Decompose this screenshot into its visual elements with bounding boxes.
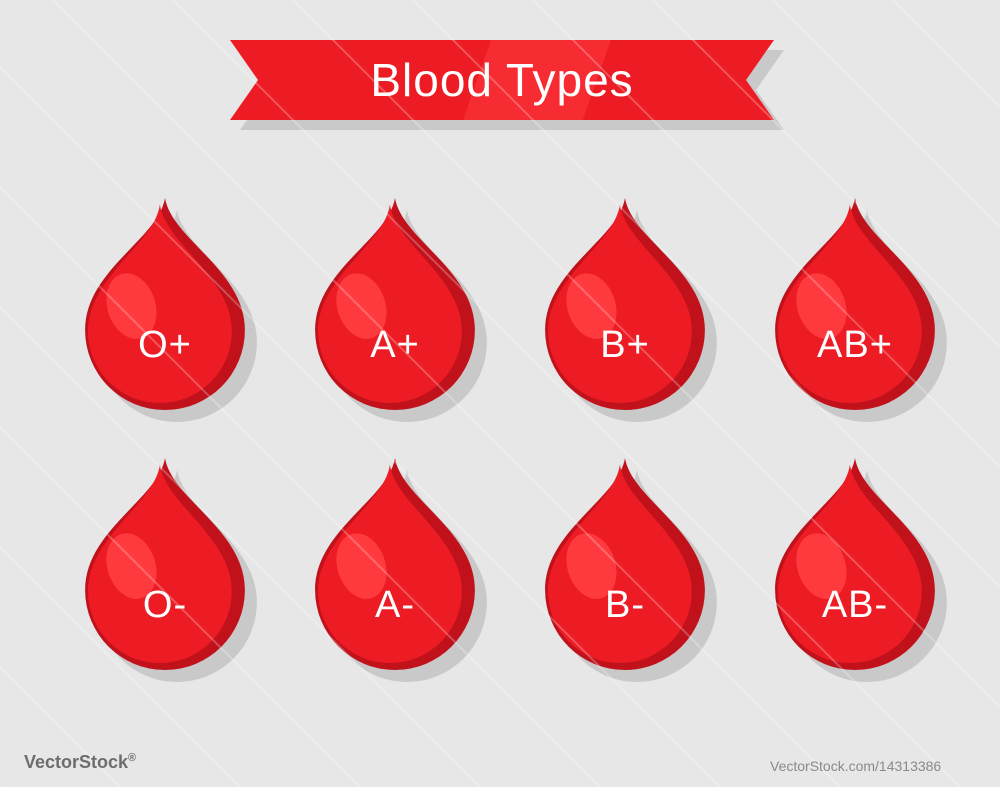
blood-drop: A+ bbox=[310, 196, 480, 412]
blood-type-label: B- bbox=[605, 584, 645, 627]
blood-type-label: O+ bbox=[138, 324, 192, 367]
watermark-id: VectorStock.com/14313386 bbox=[770, 758, 941, 774]
blood-drop: O- bbox=[80, 456, 250, 672]
blood-drop: A- bbox=[310, 456, 480, 672]
title-ribbon: Blood Types bbox=[230, 40, 774, 120]
blood-drop: O+ bbox=[80, 196, 250, 412]
blood-type-label: AB+ bbox=[817, 324, 893, 367]
blood-drop: B+ bbox=[540, 196, 710, 412]
blood-type-label: O- bbox=[143, 584, 187, 627]
blood-drop: AB- bbox=[770, 456, 940, 672]
blood-type-label: B+ bbox=[600, 324, 650, 367]
watermark-brand: VectorStock® bbox=[24, 752, 136, 773]
blood-drop: AB+ bbox=[770, 196, 940, 412]
blood-type-label: A+ bbox=[370, 324, 420, 367]
blood-type-label: A- bbox=[375, 584, 415, 627]
watermark-brand-text: VectorStock bbox=[24, 752, 128, 772]
blood-drop: B- bbox=[540, 456, 710, 672]
title-text: Blood Types bbox=[370, 53, 633, 107]
blood-type-label: AB- bbox=[822, 584, 888, 627]
watermark-brand-reg: ® bbox=[128, 752, 136, 764]
infographic-canvas: Blood Types O+ A+ B+ AB+ O- A- B- AB- VectorStock… bbox=[0, 0, 1000, 787]
